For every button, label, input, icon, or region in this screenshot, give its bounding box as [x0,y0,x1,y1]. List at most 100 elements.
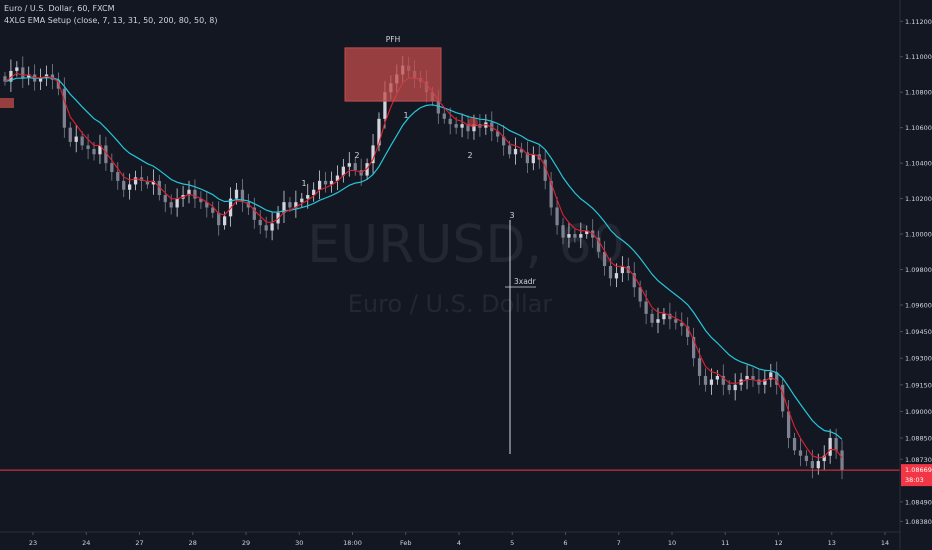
adr-label: 3xadr [514,277,537,286]
candle-body [157,180,161,196]
candle-body [620,266,625,274]
candle-body [472,124,476,132]
candle-body [27,74,31,79]
candle-body [86,145,90,149]
price-tick-label: 1.10400 [905,160,932,168]
candle-body [596,237,601,252]
wave-label: 1 [403,111,408,120]
candle-body [335,175,340,181]
candle-body [193,189,197,199]
candle-body [519,148,524,153]
price-tick-label: 1.09000 [905,408,932,416]
candle-body [312,189,316,196]
candle-body [246,202,251,208]
watermark-name: Euro / U.S. Dollar [348,290,553,318]
candle-body [513,148,518,155]
candle-body [169,202,173,208]
price-tick-label: 1.08850 [905,435,932,443]
candle-body [62,88,66,128]
price-tick-label: 1.10000 [905,231,932,239]
candle-body [549,180,553,208]
candle-body [579,234,583,238]
price-tick-label: 1.11200 [905,18,932,26]
candle-body [270,223,274,231]
candle-body [92,148,96,155]
chart-header-symbol: Euro / U.S. Dollar, 60, FXCM [4,4,115,13]
time-tick-label: 13 [828,539,836,547]
candle-body [56,79,61,89]
candle-body [561,225,565,238]
candle-body [122,180,126,190]
candle-body [377,118,381,146]
candle-body [110,163,114,173]
candle-body [264,225,268,231]
time-axis[interactable]: 23 24 27 28 29 30 18:00 Feb 4 5 6 7 10 11 12 13 14 [0,531,900,547]
candle-body [502,136,506,146]
candle-body [656,319,660,323]
candle-body [751,375,755,380]
wave-label: 2 [467,151,472,160]
candle-body [222,216,227,226]
candle-body [543,159,547,181]
candle-body [38,78,43,82]
candle-body [317,180,322,190]
candle-body [240,189,245,203]
price-tick-label: 1.09800 [905,266,932,274]
pfh-box [344,47,442,102]
candle-body [252,207,256,220]
candle-body [644,301,648,314]
candle-body [217,212,221,226]
wave-label: 1 [301,179,306,188]
candle-body [323,180,328,185]
last-price-tag [901,464,932,487]
candle-body [632,273,636,288]
candle-body [781,384,785,412]
time-tick-label: 24 [82,539,90,547]
marker-dot [468,117,478,128]
candle-body [828,438,832,456]
price-tick-label: 1.09300 [905,355,932,363]
candle-body [733,384,737,391]
candle-body [763,379,767,385]
candle-body [715,375,719,380]
price-tick-label: 1.09450 [905,328,932,336]
candle-body [228,198,233,217]
price-tick-label: 1.10600 [905,124,932,132]
time-tick-label: Feb [400,539,412,547]
candle-body [757,379,761,385]
ema-slow-line [4,77,843,440]
price-axis[interactable]: 1.11200 1.11000 1.10800 1.10600 1.10400 1.102… [899,0,932,550]
candle-body [585,230,589,235]
candle-body [15,67,19,71]
candle-body [3,76,7,82]
wave-label: 2 [354,151,359,160]
chart-header-indicator: 4XLG EMA Setup (close, 7, 13, 31, 50, 20… [4,16,218,25]
time-tick-label: 29 [242,539,250,547]
candle-body [525,152,530,164]
candle-body [798,450,803,456]
candle-body [139,177,144,181]
price-tick-label: 1.08380 [905,518,932,526]
candle-body [460,124,464,128]
candle-body [21,67,25,79]
candle-body [288,202,292,208]
candle-body [454,124,458,128]
candle-body [50,74,55,80]
candle-body [300,198,304,203]
time-tick-label: 10 [668,539,676,547]
candle-body [555,207,559,226]
candle-body [680,322,684,327]
candle-body [466,124,470,132]
candle-body [638,287,642,302]
time-tick-label: 4 [457,539,461,547]
candle-body [697,358,702,376]
candle-body [80,136,84,146]
candle-body [816,461,820,469]
candle-body [128,184,132,190]
plot-area[interactable]: PFH 1 2 1 2 3 3xadr [0,35,900,480]
candle-body [347,163,351,167]
candle-body [306,195,310,199]
pfh-label: PFH [386,35,400,44]
candle-body [775,372,779,385]
